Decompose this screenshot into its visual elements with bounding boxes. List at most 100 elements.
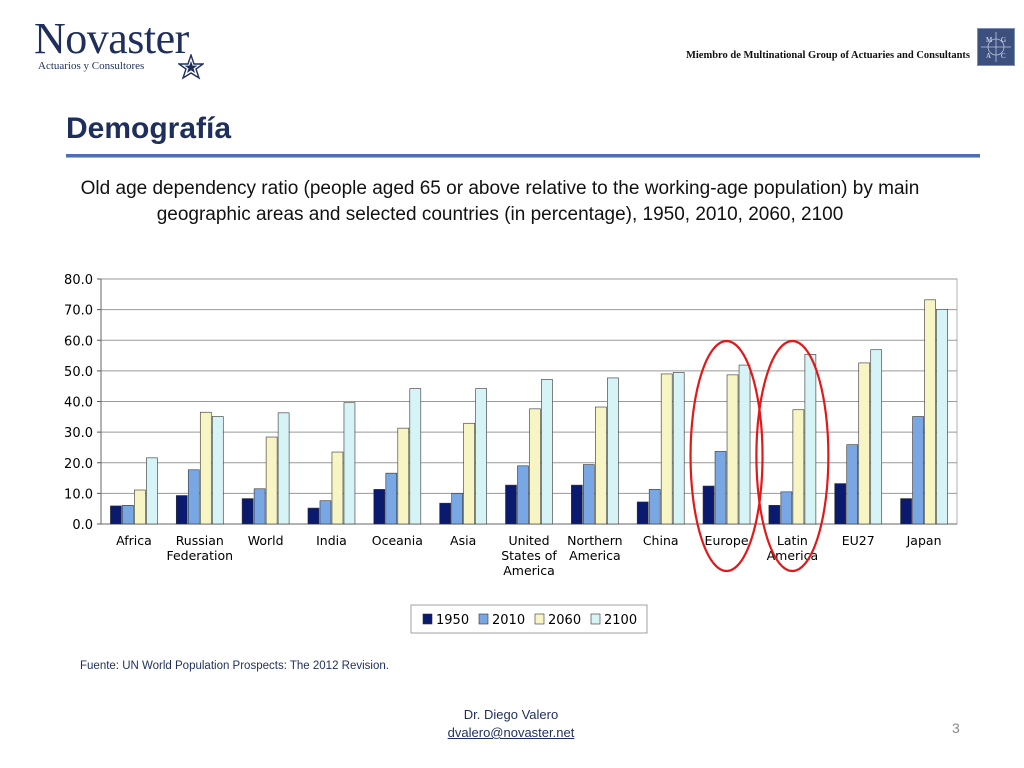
legend-swatch bbox=[478, 613, 489, 625]
bar-1950 bbox=[241, 498, 254, 525]
x-category-label: Federation bbox=[166, 548, 233, 563]
x-category-label: Latin bbox=[777, 533, 808, 548]
legend-swatch bbox=[534, 613, 545, 625]
bar-2060 bbox=[529, 408, 541, 525]
x-category-label: Japan bbox=[906, 533, 942, 548]
y-tick-label: 10.0 bbox=[64, 487, 93, 502]
y-tick-label: 0.0 bbox=[72, 518, 93, 533]
y-tick-label: 70.0 bbox=[64, 304, 93, 319]
bar-2010 bbox=[253, 488, 266, 525]
legend-label: 2060 bbox=[548, 613, 581, 628]
badge-letter: A bbox=[986, 52, 991, 60]
bar-2010 bbox=[451, 493, 463, 525]
chart-subtitle: Old age dependency ratio (people aged 65… bbox=[80, 178, 920, 225]
bar-1950 bbox=[110, 505, 122, 525]
bar-2100 bbox=[475, 388, 487, 525]
bar-2010 bbox=[648, 489, 661, 525]
bar-2010 bbox=[912, 416, 924, 525]
bar-2060 bbox=[660, 373, 673, 525]
bar-2100 bbox=[607, 377, 619, 525]
bar-1950 bbox=[900, 498, 912, 525]
badge-letter: M bbox=[986, 36, 993, 44]
x-category-label: EU27 bbox=[842, 533, 875, 548]
y-tick-label: 80.0 bbox=[64, 273, 93, 288]
novaster-logo: Novaster Actuarios y Consultores bbox=[30, 14, 220, 80]
bar-2100 bbox=[804, 354, 817, 525]
bar-2010 bbox=[780, 491, 793, 525]
bar-2010 bbox=[319, 500, 332, 525]
bar-1950 bbox=[702, 485, 715, 525]
bar-2100 bbox=[870, 349, 883, 525]
y-tick-label: 60.0 bbox=[64, 334, 93, 349]
page-number: 3 bbox=[952, 720, 960, 736]
bar-2100 bbox=[211, 416, 224, 525]
bar-1950 bbox=[373, 489, 386, 525]
author-email-link[interactable]: dvalero@novaster.net bbox=[447, 725, 575, 740]
bar-2060 bbox=[397, 427, 410, 525]
bar-2010 bbox=[846, 444, 859, 525]
bar-2100 bbox=[541, 379, 553, 525]
author-block: Dr. Diego Valero dvalero@novaster.net bbox=[411, 706, 611, 742]
x-category-label: America bbox=[503, 563, 555, 578]
highlight-ellipse bbox=[689, 339, 764, 573]
star-icon bbox=[178, 54, 204, 80]
bar-2010 bbox=[187, 469, 200, 525]
bar-2010 bbox=[122, 505, 134, 525]
x-category-label: Northern bbox=[567, 533, 623, 548]
x-category-label: States of bbox=[501, 548, 557, 563]
legend-swatch bbox=[590, 613, 601, 625]
bar-1950 bbox=[571, 484, 583, 525]
bar-2100 bbox=[672, 372, 685, 525]
highlight-ellipse bbox=[755, 339, 830, 573]
bar-2060 bbox=[726, 374, 739, 525]
legend-box bbox=[410, 604, 648, 634]
bar-2100 bbox=[738, 364, 751, 525]
bar-2010 bbox=[714, 451, 727, 525]
mgac-badge: M G A C bbox=[977, 28, 1015, 66]
bar-2100 bbox=[343, 402, 356, 525]
author-name: Dr. Diego Valero bbox=[463, 707, 559, 722]
bar-1950 bbox=[834, 483, 847, 525]
bar-2100 bbox=[409, 388, 422, 525]
bar-1950 bbox=[175, 495, 188, 525]
bar-2060 bbox=[858, 362, 871, 525]
x-category-label: America bbox=[767, 548, 819, 563]
x-category-label: United bbox=[508, 533, 549, 548]
bar-1950 bbox=[439, 502, 451, 525]
x-category-label: Oceania bbox=[372, 533, 423, 548]
x-category-label: India bbox=[316, 533, 347, 548]
badge-letter: C bbox=[1001, 52, 1006, 60]
bar-2100 bbox=[277, 412, 290, 525]
legend-label: 2010 bbox=[492, 613, 525, 628]
bar-2060 bbox=[463, 422, 475, 525]
x-category-label: World bbox=[248, 533, 284, 548]
bar-2060 bbox=[924, 299, 936, 525]
bar-1950 bbox=[636, 501, 649, 525]
y-tick-label: 30.0 bbox=[64, 426, 93, 441]
bar-1950 bbox=[505, 484, 517, 525]
bar-2010 bbox=[517, 465, 529, 525]
legend-label: 1950 bbox=[436, 613, 469, 628]
x-category-label: America bbox=[569, 548, 621, 563]
member-text: Miembro de Multinational Group of Actuar… bbox=[685, 50, 970, 61]
bar-2060 bbox=[265, 436, 278, 525]
x-category-label: Africa bbox=[116, 533, 152, 548]
plot-area bbox=[100, 278, 958, 525]
x-category-label: Russian bbox=[176, 533, 224, 548]
x-category-label: Europe bbox=[705, 533, 749, 548]
title-underline bbox=[66, 154, 980, 158]
legend-swatch bbox=[422, 613, 433, 625]
bar-2060 bbox=[792, 409, 805, 525]
bar-2100 bbox=[936, 309, 948, 525]
bar-2010 bbox=[385, 472, 398, 525]
bar-2060 bbox=[199, 411, 212, 525]
y-tick-label: 50.0 bbox=[64, 365, 93, 380]
y-tick-label: 20.0 bbox=[64, 457, 93, 472]
bar-1950 bbox=[307, 507, 320, 525]
bar-2060 bbox=[595, 406, 607, 525]
x-category-label: China bbox=[643, 533, 679, 548]
x-category-label: Asia bbox=[450, 533, 476, 548]
bar-2060 bbox=[134, 489, 146, 525]
y-tick-label: 40.0 bbox=[64, 396, 93, 411]
bar-1950 bbox=[768, 505, 781, 525]
